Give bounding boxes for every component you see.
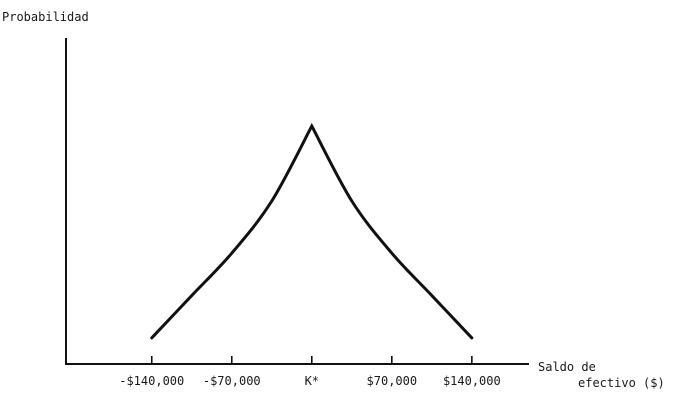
x-axis-label-line2: efectivo ($) xyxy=(578,376,665,390)
x-tick-label: -$70,000 xyxy=(203,374,261,388)
x-ticks: -$140,000 -$70,000 K* $70,000 $140,000 xyxy=(119,356,501,388)
series-group xyxy=(150,122,474,340)
series-line xyxy=(150,122,474,340)
x-tick-label: $140,000 xyxy=(443,374,501,388)
x-axis-label-line1: Saldo de xyxy=(538,360,596,374)
x-tick-label: -$140,000 xyxy=(119,374,184,388)
y-axis-label: Probabilidad xyxy=(2,10,89,24)
x-tick-label: K* xyxy=(305,374,319,388)
x-tick-label: $70,000 xyxy=(367,374,418,388)
